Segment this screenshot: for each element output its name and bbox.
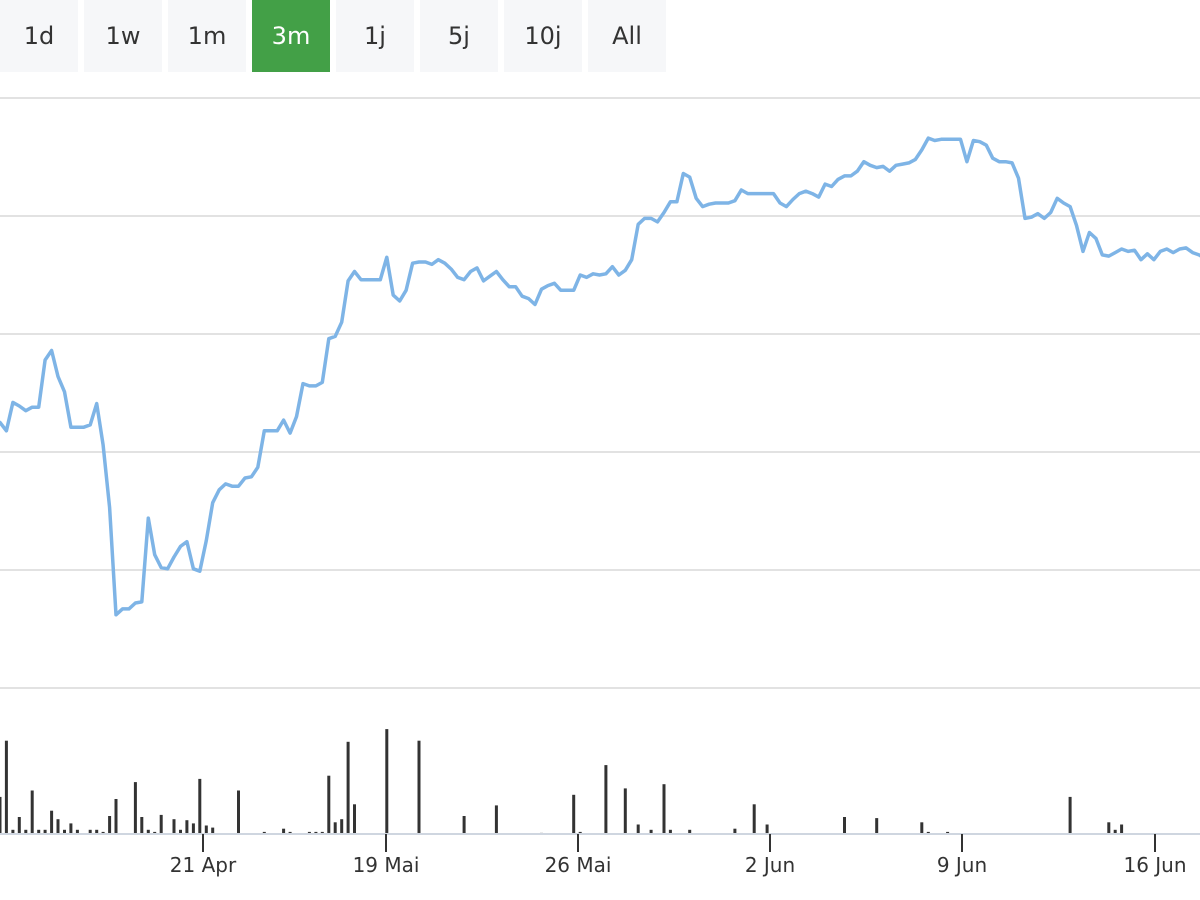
x-tick-label: 19 Mai [353,853,420,877]
range-button-1d[interactable]: 1d [0,0,78,72]
volume-bar [191,823,195,834]
volume-bar [237,790,240,834]
volume-bar [69,823,73,834]
volume-bar [314,831,318,834]
range-button-3m[interactable]: 3m [252,0,330,72]
volume-bar [288,831,292,834]
volume-bar [353,804,356,834]
volume-bar [0,796,2,834]
volume-bar [133,782,137,834]
volume-bar [385,729,389,834]
volume-bar [333,822,337,834]
volume-bar [50,810,54,834]
volume-bar [920,822,924,834]
volume-bar [1107,822,1111,834]
volume-bar [636,824,640,834]
volume-bar [1113,829,1117,834]
range-button-10j[interactable]: 10j [504,0,582,72]
volume-bar [926,831,930,834]
volume-bar [204,825,208,834]
volume-bar [875,818,879,834]
volume-bar [17,817,21,834]
range-selector: 1d 1w 1m 3m 1j 5j 10j All [0,0,672,72]
range-button-1j[interactable]: 1j [336,0,414,72]
volume-bar [623,788,627,834]
range-button-all[interactable]: All [588,0,666,72]
volume-bar [578,831,582,834]
volume-bar [1120,824,1124,834]
volume-bar [88,829,92,834]
volume-bar [114,799,118,834]
volume-bar [11,829,15,834]
volume-bar [649,829,653,834]
volume-bar [56,819,60,834]
volume-bar [179,829,182,834]
volume-bar [108,816,112,834]
volume-bar [327,775,331,834]
range-button-5j[interactable]: 5j [420,0,498,72]
volume-bar [282,828,286,834]
volume-bar [172,819,176,834]
volume-bar [63,829,66,834]
volume-bar [101,831,105,834]
volume-bar [668,829,672,834]
volume-bar [843,817,846,834]
volume-bar [198,778,202,834]
volume-bar [604,765,608,834]
x-tick-label: 21 Apr [170,853,237,877]
volume-bar [572,794,576,834]
x-tick-label: 2 Jun [745,853,795,877]
volume-bar [752,804,756,834]
x-tick-label: 26 Mai [545,853,612,877]
volume-bar [262,831,266,834]
x-axis-ticks: 21 Apr 19 Mai 26 Mai 2 Jun 9 Jun 16 Jun [170,834,1187,877]
volume-bar [95,829,99,834]
volume-bar [146,829,150,834]
price-series-line [0,136,1200,617]
volume-bar [30,790,34,834]
volume-bar [688,829,692,834]
volume-bar [75,829,79,834]
volume-bar [37,829,41,834]
x-tick-label: 9 Jun [937,853,987,877]
range-button-1w[interactable]: 1w [84,0,162,72]
volume-bar [765,824,769,834]
volume-bar [340,819,344,834]
volume-bar [946,831,950,834]
volume-bar [1068,796,1072,834]
volume-bars [0,729,1124,834]
volume-bar [320,831,324,834]
range-button-1m[interactable]: 1m [168,0,246,72]
volume-bar [307,831,311,834]
volume-bar [662,784,666,834]
volume-bar [733,828,737,834]
volume-bar [140,817,144,834]
volume-bar [159,814,163,834]
volume-bar [24,829,28,834]
volume-bar [43,829,47,834]
volume-bar [211,827,215,834]
volume-bar [153,831,157,834]
volume-bar [417,740,421,834]
volume-bar [4,740,8,834]
x-tick-label: 16 Jun [1123,853,1186,877]
volume-bar [185,820,189,834]
volume-bar [494,805,498,834]
volume-bar [462,816,466,834]
volume-bar [346,741,350,834]
